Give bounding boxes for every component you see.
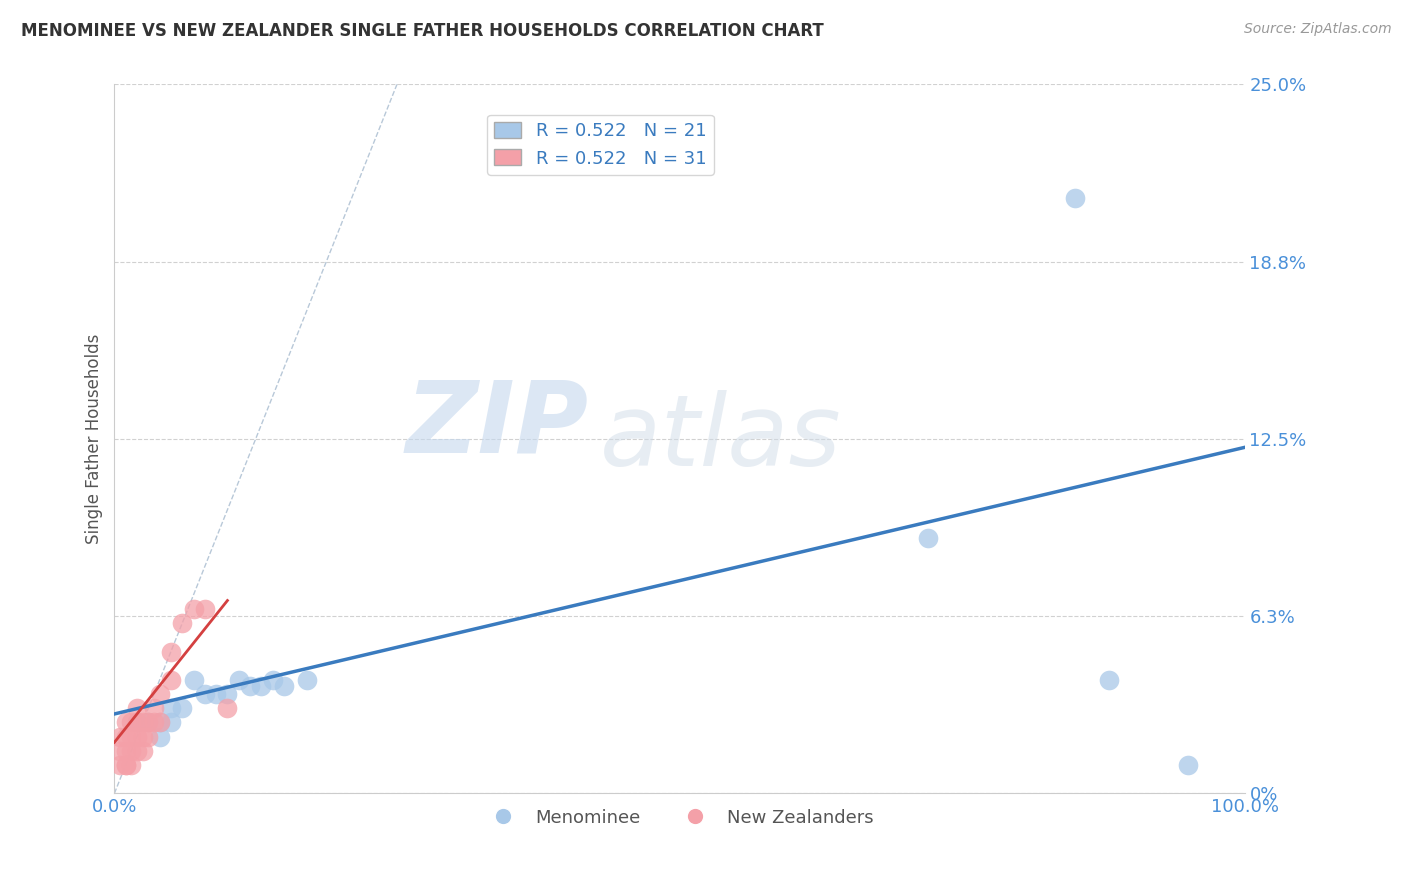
Point bbox=[136, 730, 159, 744]
Point bbox=[143, 715, 166, 730]
Text: MENOMINEE VS NEW ZEALANDER SINGLE FATHER HOUSEHOLDS CORRELATION CHART: MENOMINEE VS NEW ZEALANDER SINGLE FATHER… bbox=[21, 22, 824, 40]
Point bbox=[114, 730, 136, 744]
Point bbox=[295, 673, 318, 687]
Point bbox=[160, 701, 183, 715]
Point bbox=[114, 758, 136, 772]
Point bbox=[273, 679, 295, 693]
Point bbox=[250, 679, 273, 693]
Point bbox=[125, 715, 148, 730]
Point bbox=[149, 715, 172, 730]
Point bbox=[120, 715, 142, 730]
Point bbox=[183, 602, 205, 616]
Point bbox=[217, 701, 239, 715]
Point bbox=[125, 744, 148, 758]
Text: ZIP: ZIP bbox=[406, 376, 589, 474]
Point bbox=[262, 673, 284, 687]
Text: Source: ZipAtlas.com: Source: ZipAtlas.com bbox=[1244, 22, 1392, 37]
Point bbox=[120, 730, 142, 744]
Point bbox=[136, 715, 159, 730]
Point bbox=[1098, 673, 1121, 687]
Point bbox=[114, 758, 136, 772]
Point bbox=[114, 715, 136, 730]
Y-axis label: Single Father Households: Single Father Households bbox=[86, 334, 103, 544]
Point bbox=[917, 531, 939, 545]
Point bbox=[239, 679, 262, 693]
Point bbox=[131, 715, 153, 730]
Point bbox=[108, 744, 131, 758]
Legend: Menominee, New Zealanders: Menominee, New Zealanders bbox=[478, 802, 882, 834]
Point bbox=[120, 744, 142, 758]
Point bbox=[120, 758, 142, 772]
Point bbox=[125, 701, 148, 715]
Point bbox=[228, 673, 250, 687]
Point bbox=[149, 730, 172, 744]
Point bbox=[172, 701, 194, 715]
Point bbox=[160, 644, 183, 658]
Point bbox=[205, 687, 228, 701]
Point bbox=[108, 730, 131, 744]
Point bbox=[1064, 191, 1087, 205]
Point bbox=[125, 715, 148, 730]
Point bbox=[136, 715, 159, 730]
Point bbox=[143, 701, 166, 715]
Point bbox=[183, 673, 205, 687]
Point bbox=[108, 758, 131, 772]
Point bbox=[125, 730, 148, 744]
Point bbox=[160, 673, 183, 687]
Point bbox=[1177, 758, 1199, 772]
Point bbox=[149, 715, 172, 730]
Point bbox=[194, 602, 217, 616]
Point bbox=[131, 730, 153, 744]
Point bbox=[149, 687, 172, 701]
Point bbox=[114, 744, 136, 758]
Text: atlas: atlas bbox=[600, 391, 842, 487]
Point bbox=[131, 744, 153, 758]
Point bbox=[194, 687, 217, 701]
Point bbox=[160, 715, 183, 730]
Point bbox=[217, 687, 239, 701]
Point bbox=[172, 616, 194, 631]
